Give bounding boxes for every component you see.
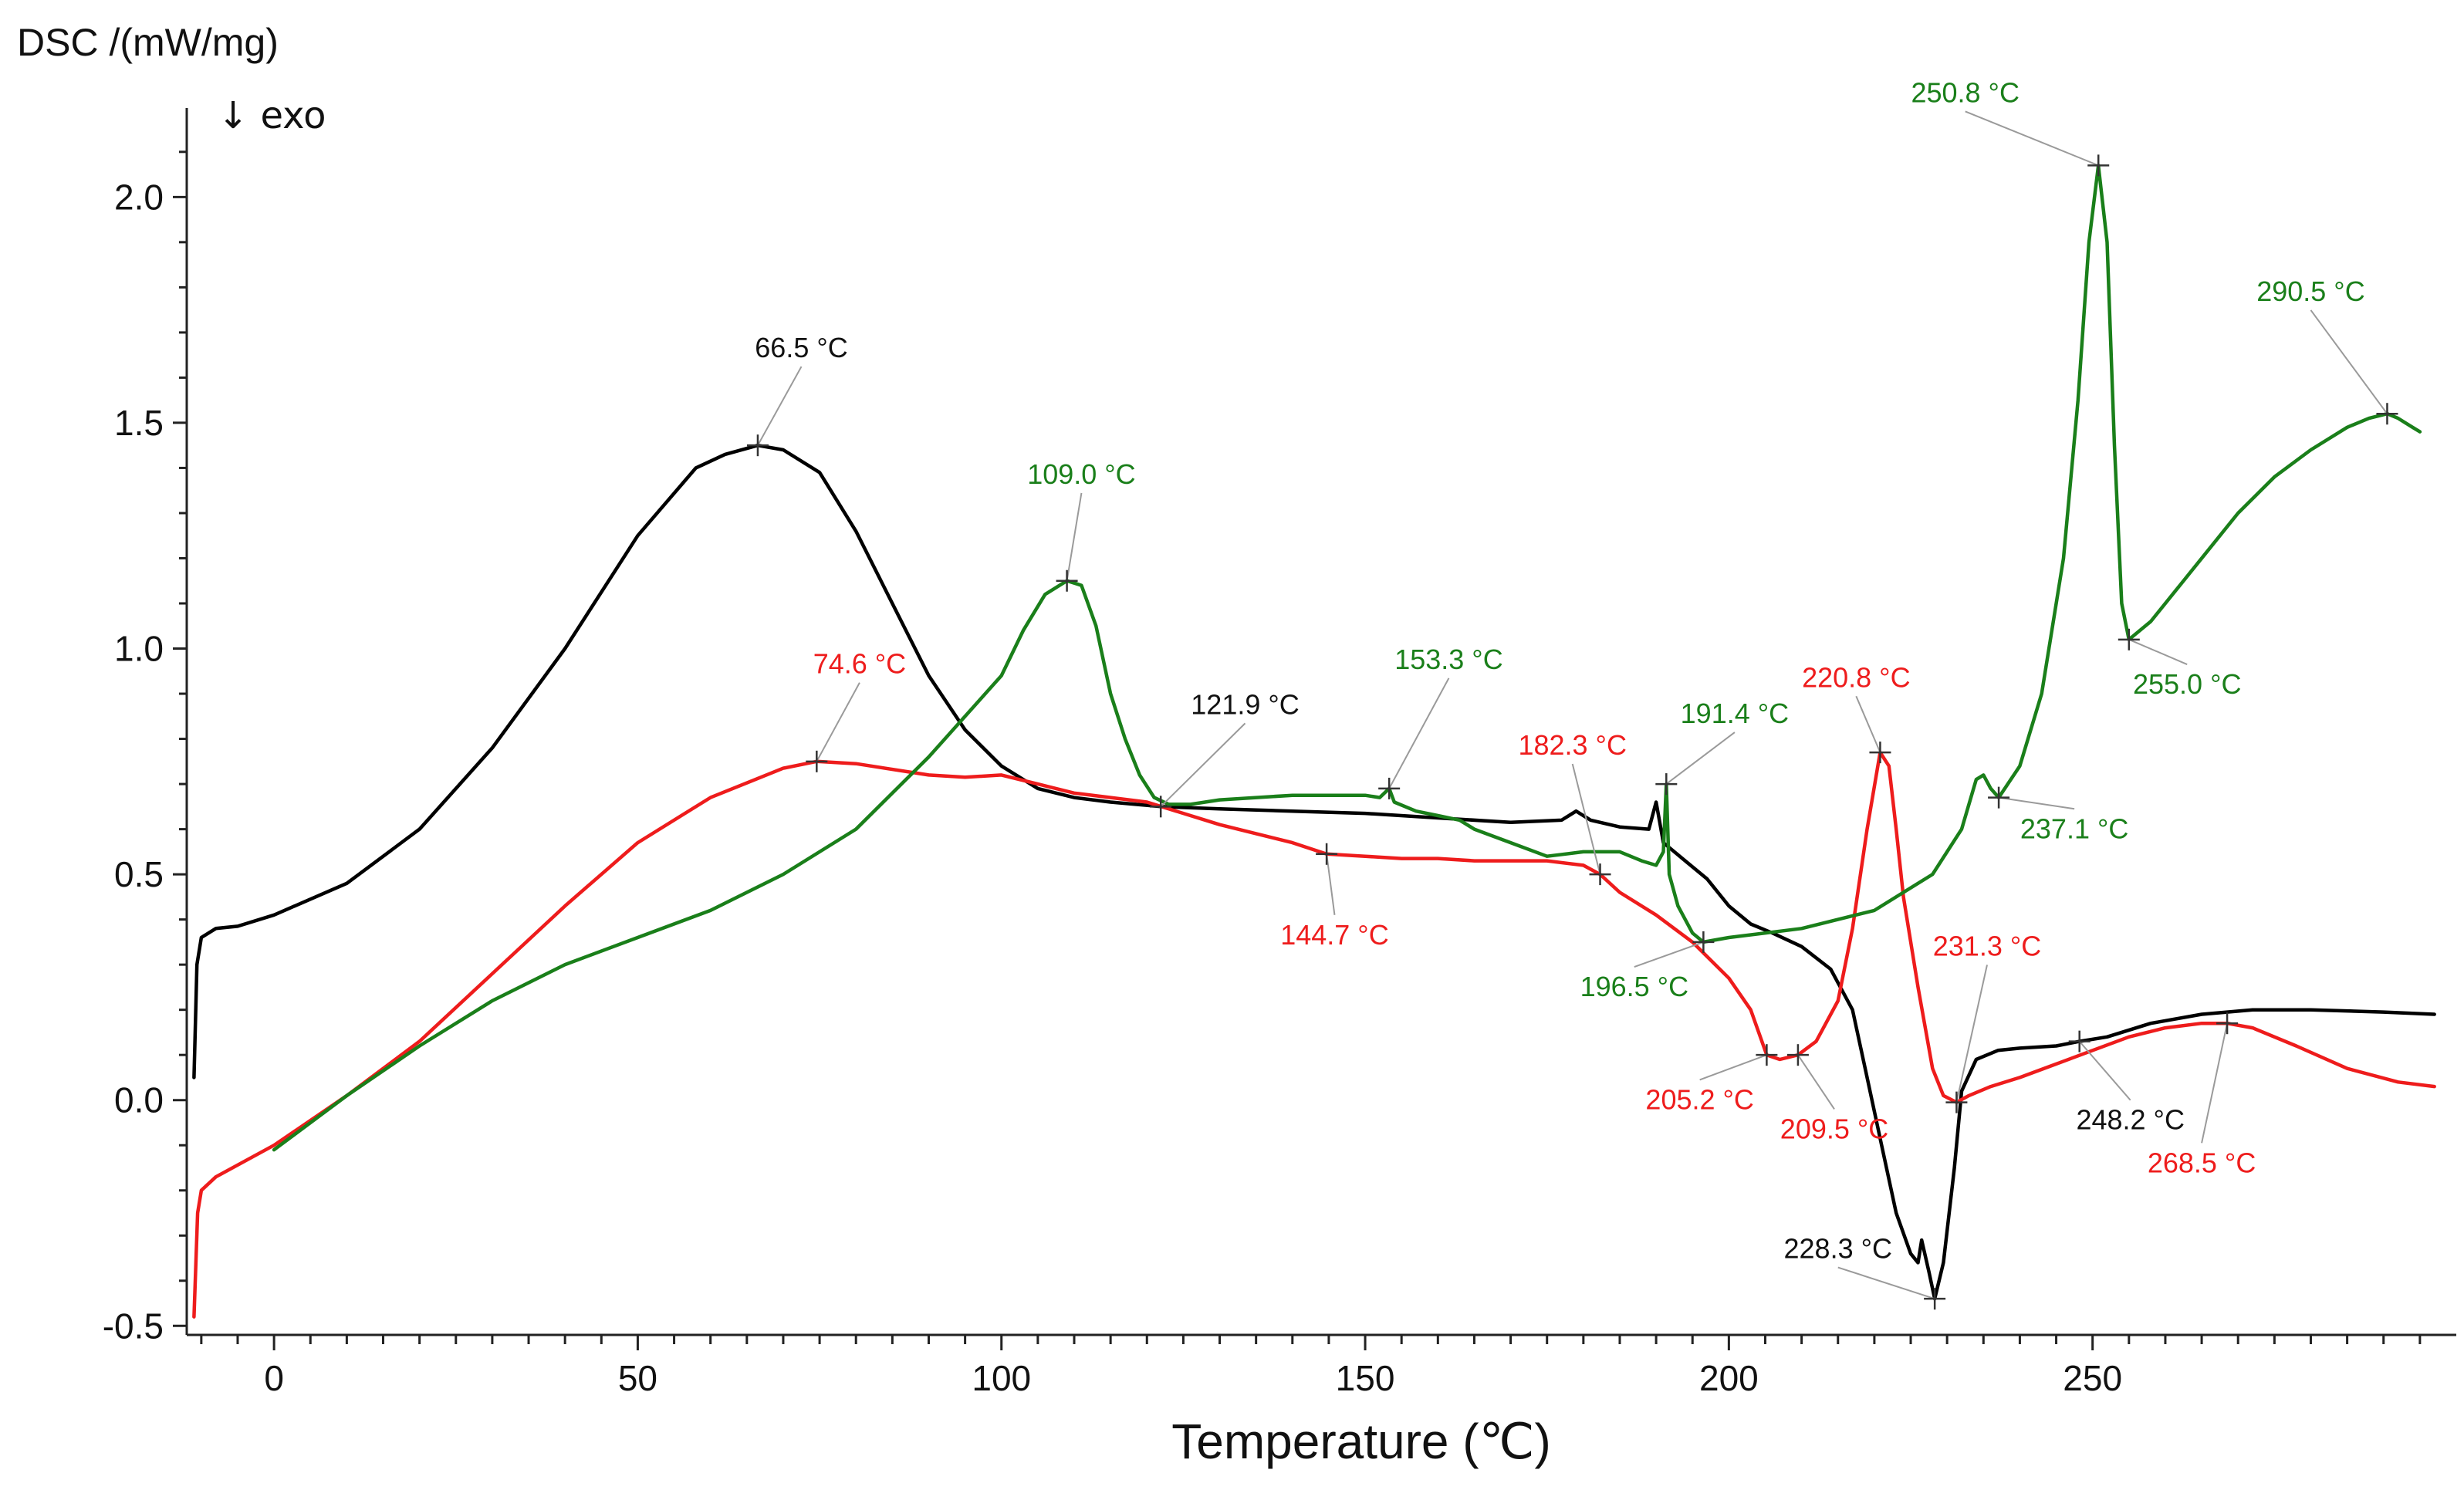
x-tick-label: 100 [972,1358,1031,1398]
y-tick-label: 0.5 [114,854,164,894]
peak-label: 248.2 °C [2076,1104,2184,1136]
peak-annotation: 196.5 °C [1580,931,1715,1002]
x-tick-label: 0 [264,1358,284,1398]
leader-line [2201,1023,2229,1144]
series-layer [192,164,2436,1319]
peak-annotation: 209.5 °C [1780,1044,1888,1144]
peak-annotation: 228.3 °C [1784,1233,1946,1310]
peak-label: 228.3 °C [1784,1233,1892,1265]
peak-annotation: 109.0 °C [1027,458,1136,592]
peak-label: 144.7 °C [1280,919,1388,951]
series-line-black [192,443,2436,1301]
y-tick-label: -0.5 [103,1306,164,1346]
y-tick-label: 0.0 [114,1080,164,1120]
peak-annotation: 144.7 °C [1280,843,1389,951]
peak-label: 290.5 °C [2256,275,2364,307]
peak-annotation: 290.5 °C [2256,275,2398,425]
peak-label: 74.6 °C [813,648,906,680]
leader-line [1160,722,1246,808]
leader-line [1998,796,2075,810]
peak-annotation: 237.1 °C [1988,786,2128,844]
peak-annotation: 231.3 °C [1933,930,2041,1113]
peak-label: 196.5 °C [1580,971,1688,1002]
y-tick-label: 1.0 [114,629,164,669]
leader-line [1066,492,1083,581]
y-tick-label: 1.5 [114,403,164,443]
leader-line [1699,1054,1767,1081]
x-tick-label: 50 [618,1358,657,1398]
exo-direction-label: ↓ exo [218,94,326,137]
leader-line [2310,309,2388,414]
plot-frame [185,108,2456,1336]
leader-line [816,682,860,762]
peak-annotation: 205.2 °C [1645,1044,1778,1115]
series-line-green [272,164,2422,1152]
peak-annotation: 268.5 °C [2148,1012,2256,1178]
peak-label: 205.2 °C [1645,1083,1753,1115]
y-axis-label: DSC /(mW/mg) [17,21,279,64]
peak-annotation: 250.8 °C [1911,76,2110,177]
peak-label: 250.8 °C [1911,76,2019,108]
peak-annotation: 248.2 °C [2068,1030,2185,1136]
peak-annotation: 220.8 °C [1802,661,1911,764]
peak-label: 66.5 °C [755,332,847,363]
x-tick-label: 250 [2063,1358,2122,1398]
peak-annotation: 121.9 °C [1150,688,1300,818]
x-axis-label: Temperature (℃) [1171,1414,1551,1469]
peak-annotation: 191.4 °C [1655,698,1789,796]
peak-annotation: 66.5 °C [746,332,848,457]
y-tick-label: 2.0 [114,177,164,217]
annotation-layer: 66.5 °C 74.6 °C 109.0 °C 121.9 °C 153.3 °C 14… [746,76,2398,1310]
leader-line [1326,853,1336,915]
peak-annotation: 74.6 °C [806,648,906,772]
leader-line [1388,677,1450,789]
leader-line [1634,941,1704,968]
x-axis: 0 50 100 150 200 250 [200,1335,2422,1398]
peak-label: 153.3 °C [1394,644,1502,675]
leader-line [757,366,803,446]
peak-label: 121.9 °C [1191,688,1299,720]
y-axis: -0.5 0.0 0.5 1.0 1.5 2.0 [103,150,187,1346]
leader-line [1855,695,1881,753]
peak-label: 231.3 °C [1933,930,2041,961]
peak-label: 182.3 °C [1518,729,1626,761]
peak-label: 209.5 °C [1780,1113,1888,1144]
series-line-red [192,750,2436,1319]
peak-annotation: 153.3 °C [1378,644,1503,799]
x-tick-label: 200 [1699,1358,1759,1398]
peak-label: 255.0 °C [2133,668,2241,700]
leader-line [2128,638,2188,665]
leader-line [2078,1040,2131,1101]
peak-label: 237.1 °C [2020,813,2128,844]
peak-annotation: 255.0 °C [2118,628,2241,700]
peak-annotation: 182.3 °C [1518,729,1627,886]
leader-line [1955,965,1988,1103]
leader-line [1837,1266,1935,1300]
leader-line [1965,110,2099,167]
peak-label: 220.8 °C [1802,661,1910,693]
x-tick-label: 150 [1336,1358,1395,1398]
peak-label: 109.0 °C [1027,458,1135,490]
peak-label: 191.4 °C [1681,698,1789,729]
leader-line [1665,731,1736,785]
peak-label: 268.5 °C [2148,1147,2256,1178]
leader-line [1797,1054,1835,1110]
leader-line [1571,763,1601,875]
